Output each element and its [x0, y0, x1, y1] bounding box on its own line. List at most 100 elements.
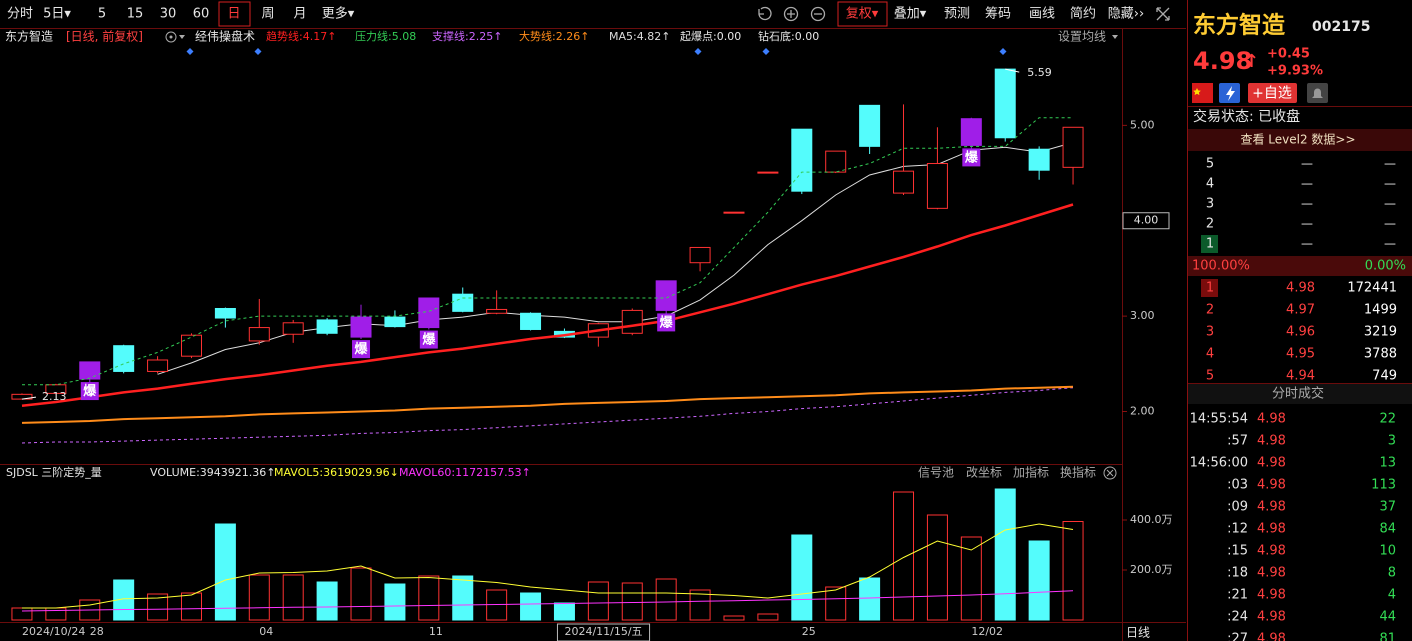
trade-volume: 22 [1379, 412, 1396, 427]
volume-bar [147, 593, 169, 621]
toolbar-tab[interactable]: 更多▾ [322, 6, 355, 22]
toolbar-tab[interactable]: 分时 [7, 7, 33, 22]
sell-level: 5 [1206, 157, 1214, 172]
trade-price: 4.98 [1257, 588, 1286, 603]
sell-price: — [1301, 237, 1313, 251]
volume-bar [553, 602, 575, 621]
candle-body [520, 312, 542, 330]
close-icon[interactable] [1103, 466, 1117, 480]
trade-price: 4.98 [1257, 434, 1286, 449]
toolbar-icons[interactable] [758, 6, 1170, 22]
volume-bar [994, 488, 1016, 621]
ratio-bar [1188, 256, 1412, 276]
toolbar-tab[interactable]: 60 [193, 7, 210, 22]
toolbar-tool[interactable]: 简约 [1070, 6, 1096, 22]
x-tick-label: 2024/11/15/五 [564, 625, 642, 638]
buy-volume: 3788 [1364, 347, 1397, 362]
level2-link[interactable]: 查看 Level2 数据>> [1240, 132, 1355, 147]
low-label: 2.13 [42, 390, 67, 403]
toolbar-tab[interactable]: 周 [261, 7, 274, 22]
toolbar-tool[interactable]: 预测 [944, 7, 970, 22]
indicator-line [21, 387, 1074, 444]
trade-time: :24 [1227, 610, 1248, 625]
indicator-value: 起爆点:0.00 [680, 29, 741, 43]
flag-icon[interactable] [1192, 83, 1213, 103]
trade-volume: 8 [1388, 566, 1396, 581]
x-tick-label: 25 [802, 625, 816, 638]
candle-body [757, 171, 779, 174]
toolbar-tab[interactable]: 5 [98, 7, 106, 22]
indicator-icon[interactable] [165, 31, 177, 43]
volume-bar [45, 607, 67, 621]
sell-ratio: 0.00% [1365, 259, 1406, 274]
toolbar-tab[interactable]: 15 [127, 7, 144, 22]
candle-body [147, 359, 169, 372]
burst-badge [352, 340, 371, 359]
sell-price: — [1301, 217, 1313, 231]
period-tab[interactable]: 日线 [1126, 626, 1150, 640]
volume-tool[interactable]: 加指标 [1013, 465, 1049, 480]
sell-volume: — [1384, 237, 1396, 251]
volume-tool[interactable]: 信号池 [918, 466, 954, 480]
volume-bar [316, 581, 338, 621]
candle-body [113, 345, 135, 372]
burst-label: 爆 [83, 383, 97, 399]
legend-entry: 大势线:2.26↑ [519, 29, 589, 43]
candle-body [621, 309, 643, 334]
toolbar-tool[interactable]: 隐藏›› [1108, 7, 1144, 22]
toolbar-tab[interactable]: 月 [293, 7, 306, 22]
buy-ratio: 100.00% [1192, 259, 1250, 274]
candle-body [282, 322, 304, 335]
toolbar-tool[interactable]: 叠加▾ [894, 7, 927, 22]
toolbar-tab[interactable]: 日 [227, 7, 240, 22]
volume-bar [723, 615, 745, 621]
flag-star [1193, 88, 1201, 96]
zoom-in-icon[interactable] [783, 6, 799, 22]
indicator-line [22, 117, 1073, 386]
signal-markers [186, 48, 1007, 55]
volume-bar [248, 574, 270, 621]
trade-price: 4.98 [1257, 456, 1286, 471]
zoom-out-icon[interactable] [810, 6, 826, 22]
level2-bar[interactable] [1188, 129, 1412, 151]
toolbar-tab[interactable]: 5日▾ [43, 7, 71, 22]
y-tick-label: 2.00 [1130, 404, 1155, 417]
crosshair-label: 4.00 [1134, 214, 1159, 227]
candle-body [1062, 126, 1084, 168]
sell-volume: — [1384, 157, 1396, 171]
expand-icon[interactable] [1156, 7, 1170, 21]
dropdown-arrow[interactable] [179, 35, 185, 39]
volume-bar [520, 592, 542, 621]
add-watch-label[interactable]: +自选 [1252, 86, 1292, 102]
price-arrow: ↑ [1244, 51, 1259, 72]
undo-icon[interactable] [758, 6, 772, 21]
trade-volume: 81 [1379, 632, 1396, 641]
buy-volume: 1499 [1364, 303, 1397, 318]
dropdown-arrow[interactable] [1112, 35, 1118, 39]
ma-setting[interactable]: 设置均线 [1058, 30, 1106, 44]
candle-body [926, 163, 948, 209]
candle-body [180, 334, 202, 357]
candle-body [791, 128, 813, 192]
volume-tool[interactable]: 改坐标 [966, 466, 1002, 480]
sell-volume: — [1384, 217, 1396, 231]
toolbar-tool[interactable]: 画线 [1029, 7, 1055, 22]
legend-entry: MA5:4.82↑ [609, 30, 670, 43]
toolbar-tool[interactable]: 筹码 [985, 6, 1011, 22]
add-watch-button[interactable] [1248, 83, 1297, 103]
trade-time: :21 [1227, 588, 1248, 603]
volume-tool[interactable]: 换指标 [1060, 465, 1096, 480]
trade-time: 14:55:54 [1190, 412, 1248, 427]
period-label: [日线, 前复权] [66, 29, 143, 44]
volume-bar [350, 567, 372, 621]
toolbar-tool[interactable]: 复权▾ [846, 6, 879, 22]
sell-level: 3 [1206, 197, 1214, 212]
volume-bar [655, 578, 677, 621]
burst-label: 爆 [355, 341, 369, 357]
buy-price: 4.97 [1286, 303, 1315, 318]
toolbar-tab[interactable]: 30 [160, 7, 177, 22]
signal-marker [762, 48, 770, 55]
candle-body [960, 118, 982, 146]
burst-label: 爆 [965, 149, 979, 165]
